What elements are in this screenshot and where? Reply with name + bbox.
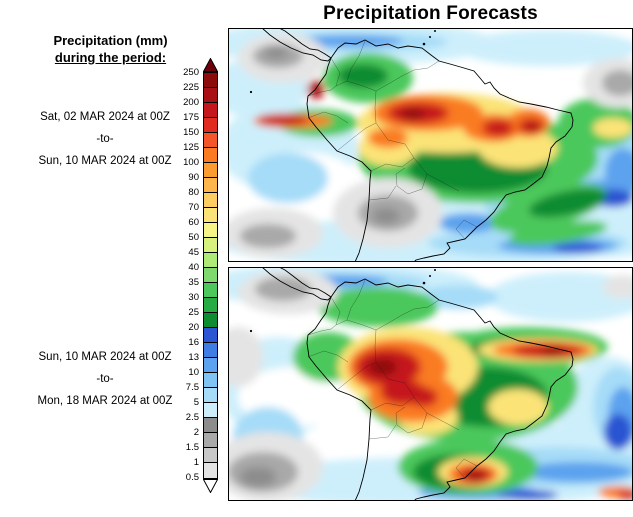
colorbar-tick-label: 80 xyxy=(188,187,199,198)
colorbar-cell xyxy=(204,403,217,418)
colorbar-cell xyxy=(204,178,217,193)
colorbar-cell xyxy=(204,133,217,148)
colorbar-tick-label: 1 xyxy=(193,457,199,468)
period-label-top: Sat, 02 MAR 2024 at 00Z -to- Sun, 10 MAR… xyxy=(5,106,205,172)
colorbar-tick-label: 90 xyxy=(188,172,199,183)
colorbar-tick-label: 200 xyxy=(183,97,199,108)
map-svg-bottom xyxy=(228,267,633,501)
colorbar-tick-label: 35 xyxy=(188,277,199,288)
colorbar-cell xyxy=(204,328,217,343)
colorbar-tick-label: 30 xyxy=(188,292,199,303)
colorbar-tick-labels: 250 225 200 175 150 125 100 90 80 70 60 50 45 40 35 30 2… xyxy=(158,68,199,483)
colorbar-cell xyxy=(204,253,217,268)
colorbar-tick-label: 13 xyxy=(188,352,199,363)
period-top-separator: -to- xyxy=(96,133,114,145)
colorbar-cell xyxy=(204,148,217,163)
colorbar-cell xyxy=(204,298,217,313)
legend-heading-line2: during the period: xyxy=(54,50,167,65)
colorbar-tick-label: 250 xyxy=(183,67,199,78)
colorbar-cell xyxy=(204,433,217,448)
colorbar-cell xyxy=(204,163,217,178)
colorbar-cell xyxy=(204,118,217,133)
colorbar-cell xyxy=(204,463,217,478)
colorbar-tick-label: 5 xyxy=(193,397,199,408)
colorbar-tick-label: 20 xyxy=(188,322,199,333)
colorbar-tick-label: 175 xyxy=(183,112,199,123)
colorbar-tick-label: 50 xyxy=(188,232,199,243)
colorbar-tick-label: 16 xyxy=(188,337,199,348)
colorbar-tick-label: 1.5 xyxy=(185,442,199,453)
colorbar-cell xyxy=(204,448,217,463)
map-panel-top xyxy=(228,28,633,262)
colorbar-cell xyxy=(204,268,217,283)
colorbar-tick-label: 2 xyxy=(193,427,199,438)
colorbar-cell xyxy=(204,223,217,238)
colorbar-tick-label: 0.5 xyxy=(185,472,199,483)
colorbar-tick-label: 7.5 xyxy=(185,382,199,393)
colorbar-cell xyxy=(204,73,217,88)
colorbar-cells xyxy=(203,72,218,479)
colorbar-cell xyxy=(204,88,217,103)
colorbar-cell xyxy=(204,418,217,433)
colorbar-tick-label: 225 xyxy=(183,82,199,93)
figure-title: Precipitation Forecasts xyxy=(323,3,538,24)
period-bottom-start: Sun, 10 MAR 2024 at 00Z xyxy=(38,351,172,363)
period-top-start: Sat, 02 MAR 2024 at 00Z xyxy=(40,111,170,123)
colorbar-cell xyxy=(204,238,217,253)
colorbar: 250 225 200 175 150 125 100 90 80 70 60 50 45 40 35 30 2… xyxy=(158,58,220,494)
colorbar-tick-label: 125 xyxy=(183,142,199,153)
map-panel-bottom xyxy=(228,267,633,501)
legend-heading: Precipitation (mm) during the period: xyxy=(13,32,208,66)
period-label-bottom: Sun, 10 MAR 2024 at 00Z -to- Mon, 18 MAR… xyxy=(5,346,205,412)
colorbar-tick-label: 70 xyxy=(188,202,199,213)
colorbar-cell xyxy=(204,343,217,358)
legend-heading-line1: Precipitation (mm) xyxy=(53,33,168,48)
colorbar-cell xyxy=(204,313,217,328)
colorbar-cell xyxy=(204,283,217,298)
colorbar-cell xyxy=(204,358,217,373)
colorbar-tick-label: 60 xyxy=(188,217,199,228)
colorbar-cell xyxy=(204,373,217,388)
map-svg-top xyxy=(228,28,633,262)
colorbar-tick-label: 100 xyxy=(183,157,199,168)
colorbar-arrow-up-icon xyxy=(203,58,218,72)
precip-field-bottom xyxy=(228,267,633,501)
period-bottom-end: Mon, 18 MAR 2024 at 00Z xyxy=(37,395,173,407)
colorbar-cell xyxy=(204,103,217,118)
colorbar-cell xyxy=(204,193,217,208)
colorbar-cell xyxy=(204,208,217,223)
colorbar-tick-label: 45 xyxy=(188,247,199,258)
precip-field-top xyxy=(228,28,633,262)
colorbar-arrow-down-icon xyxy=(203,479,218,493)
colorbar-tick-label: 10 xyxy=(188,367,199,378)
period-top-end: Sun, 10 MAR 2024 at 00Z xyxy=(38,155,172,167)
colorbar-tick-label: 25 xyxy=(188,307,199,318)
colorbar-tick-label: 40 xyxy=(188,262,199,273)
colorbar-tick-label: 2.5 xyxy=(185,412,199,423)
colorbar-tick-label: 150 xyxy=(183,127,199,138)
period-bottom-separator: -to- xyxy=(96,373,114,385)
colorbar-cell xyxy=(204,388,217,403)
